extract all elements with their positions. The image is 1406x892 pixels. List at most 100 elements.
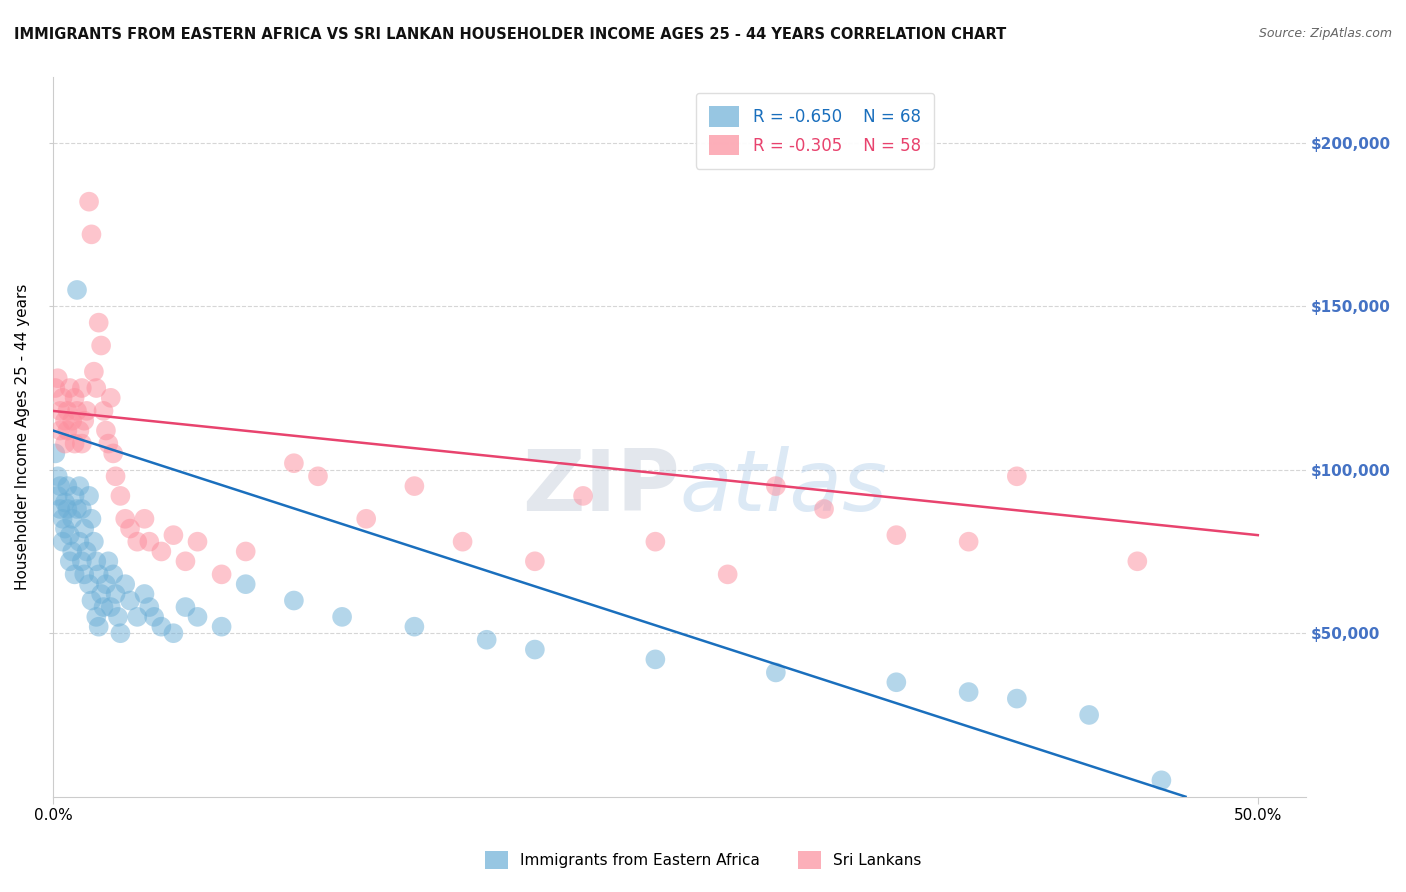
Point <box>1126 554 1149 568</box>
Point <box>66 502 89 516</box>
Point <box>51 534 73 549</box>
Point <box>63 567 86 582</box>
Point <box>100 600 122 615</box>
Point <box>63 489 86 503</box>
Point <box>127 534 149 549</box>
Point <box>97 554 120 568</box>
Point <box>49 502 72 516</box>
Point <box>67 424 90 438</box>
Point <box>94 424 117 438</box>
Point <box>94 577 117 591</box>
Point <box>60 414 83 428</box>
Point <box>56 479 79 493</box>
Point <box>134 587 156 601</box>
Point <box>101 567 124 582</box>
Point <box>49 424 72 438</box>
Text: ZIP: ZIP <box>522 446 679 529</box>
Point <box>813 502 835 516</box>
Point <box>886 675 908 690</box>
Text: atlas: atlas <box>679 446 887 529</box>
Point <box>90 587 112 601</box>
Point <box>80 227 103 242</box>
Point <box>134 512 156 526</box>
Point <box>83 534 105 549</box>
Point <box>53 522 76 536</box>
Point <box>330 610 353 624</box>
Point <box>644 652 666 666</box>
Point <box>63 436 86 450</box>
Point <box>186 610 208 624</box>
Point <box>59 554 82 568</box>
Point <box>717 567 740 582</box>
Point <box>765 665 787 680</box>
Point <box>1150 773 1173 788</box>
Point <box>186 534 208 549</box>
Point <box>84 381 107 395</box>
Point <box>46 371 69 385</box>
Point <box>138 534 160 549</box>
Point <box>1078 708 1101 723</box>
Point <box>51 391 73 405</box>
Point <box>87 316 110 330</box>
Point <box>84 554 107 568</box>
Point <box>114 512 136 526</box>
Point <box>70 554 93 568</box>
Point <box>66 404 89 418</box>
Point <box>87 620 110 634</box>
Legend: R = -0.650    N = 68, R = -0.305    N = 58: R = -0.650 N = 68, R = -0.305 N = 58 <box>696 93 934 169</box>
Point <box>66 283 89 297</box>
Point <box>104 469 127 483</box>
Point <box>77 577 100 591</box>
Point <box>83 365 105 379</box>
Point <box>67 479 90 493</box>
Point <box>44 381 66 395</box>
Point <box>90 338 112 352</box>
Point <box>46 469 69 483</box>
Point <box>211 567 233 582</box>
Point <box>59 528 82 542</box>
Point <box>404 620 426 634</box>
Point <box>60 544 83 558</box>
Point <box>56 424 79 438</box>
Point <box>1005 469 1028 483</box>
Point <box>162 528 184 542</box>
Point <box>93 600 115 615</box>
Point <box>572 489 595 503</box>
Text: IMMIGRANTS FROM EASTERN AFRICA VS SRI LANKAN HOUSEHOLDER INCOME AGES 25 - 44 YEA: IMMIGRANTS FROM EASTERN AFRICA VS SRI LA… <box>14 27 1007 42</box>
Point <box>211 620 233 634</box>
Point <box>73 567 96 582</box>
Point <box>87 567 110 582</box>
Point <box>475 632 498 647</box>
Point <box>59 381 82 395</box>
Point <box>97 436 120 450</box>
Point <box>104 587 127 601</box>
Point <box>63 391 86 405</box>
Point <box>107 610 129 624</box>
Point <box>174 554 197 568</box>
Point <box>77 194 100 209</box>
Point <box>354 512 377 526</box>
Point <box>56 404 79 418</box>
Point <box>70 436 93 450</box>
Point <box>523 554 546 568</box>
Point <box>150 544 173 558</box>
Point <box>53 414 76 428</box>
Point <box>93 404 115 418</box>
Point <box>100 391 122 405</box>
Point <box>51 512 73 526</box>
Point <box>110 626 132 640</box>
Point <box>523 642 546 657</box>
Point <box>162 626 184 640</box>
Point <box>644 534 666 549</box>
Point <box>80 593 103 607</box>
Point <box>174 600 197 615</box>
Point <box>56 502 79 516</box>
Point <box>235 544 257 558</box>
Point <box>53 436 76 450</box>
Point <box>70 502 93 516</box>
Point <box>76 404 98 418</box>
Point <box>957 685 980 699</box>
Point <box>765 479 787 493</box>
Point <box>49 404 72 418</box>
Point <box>53 495 76 509</box>
